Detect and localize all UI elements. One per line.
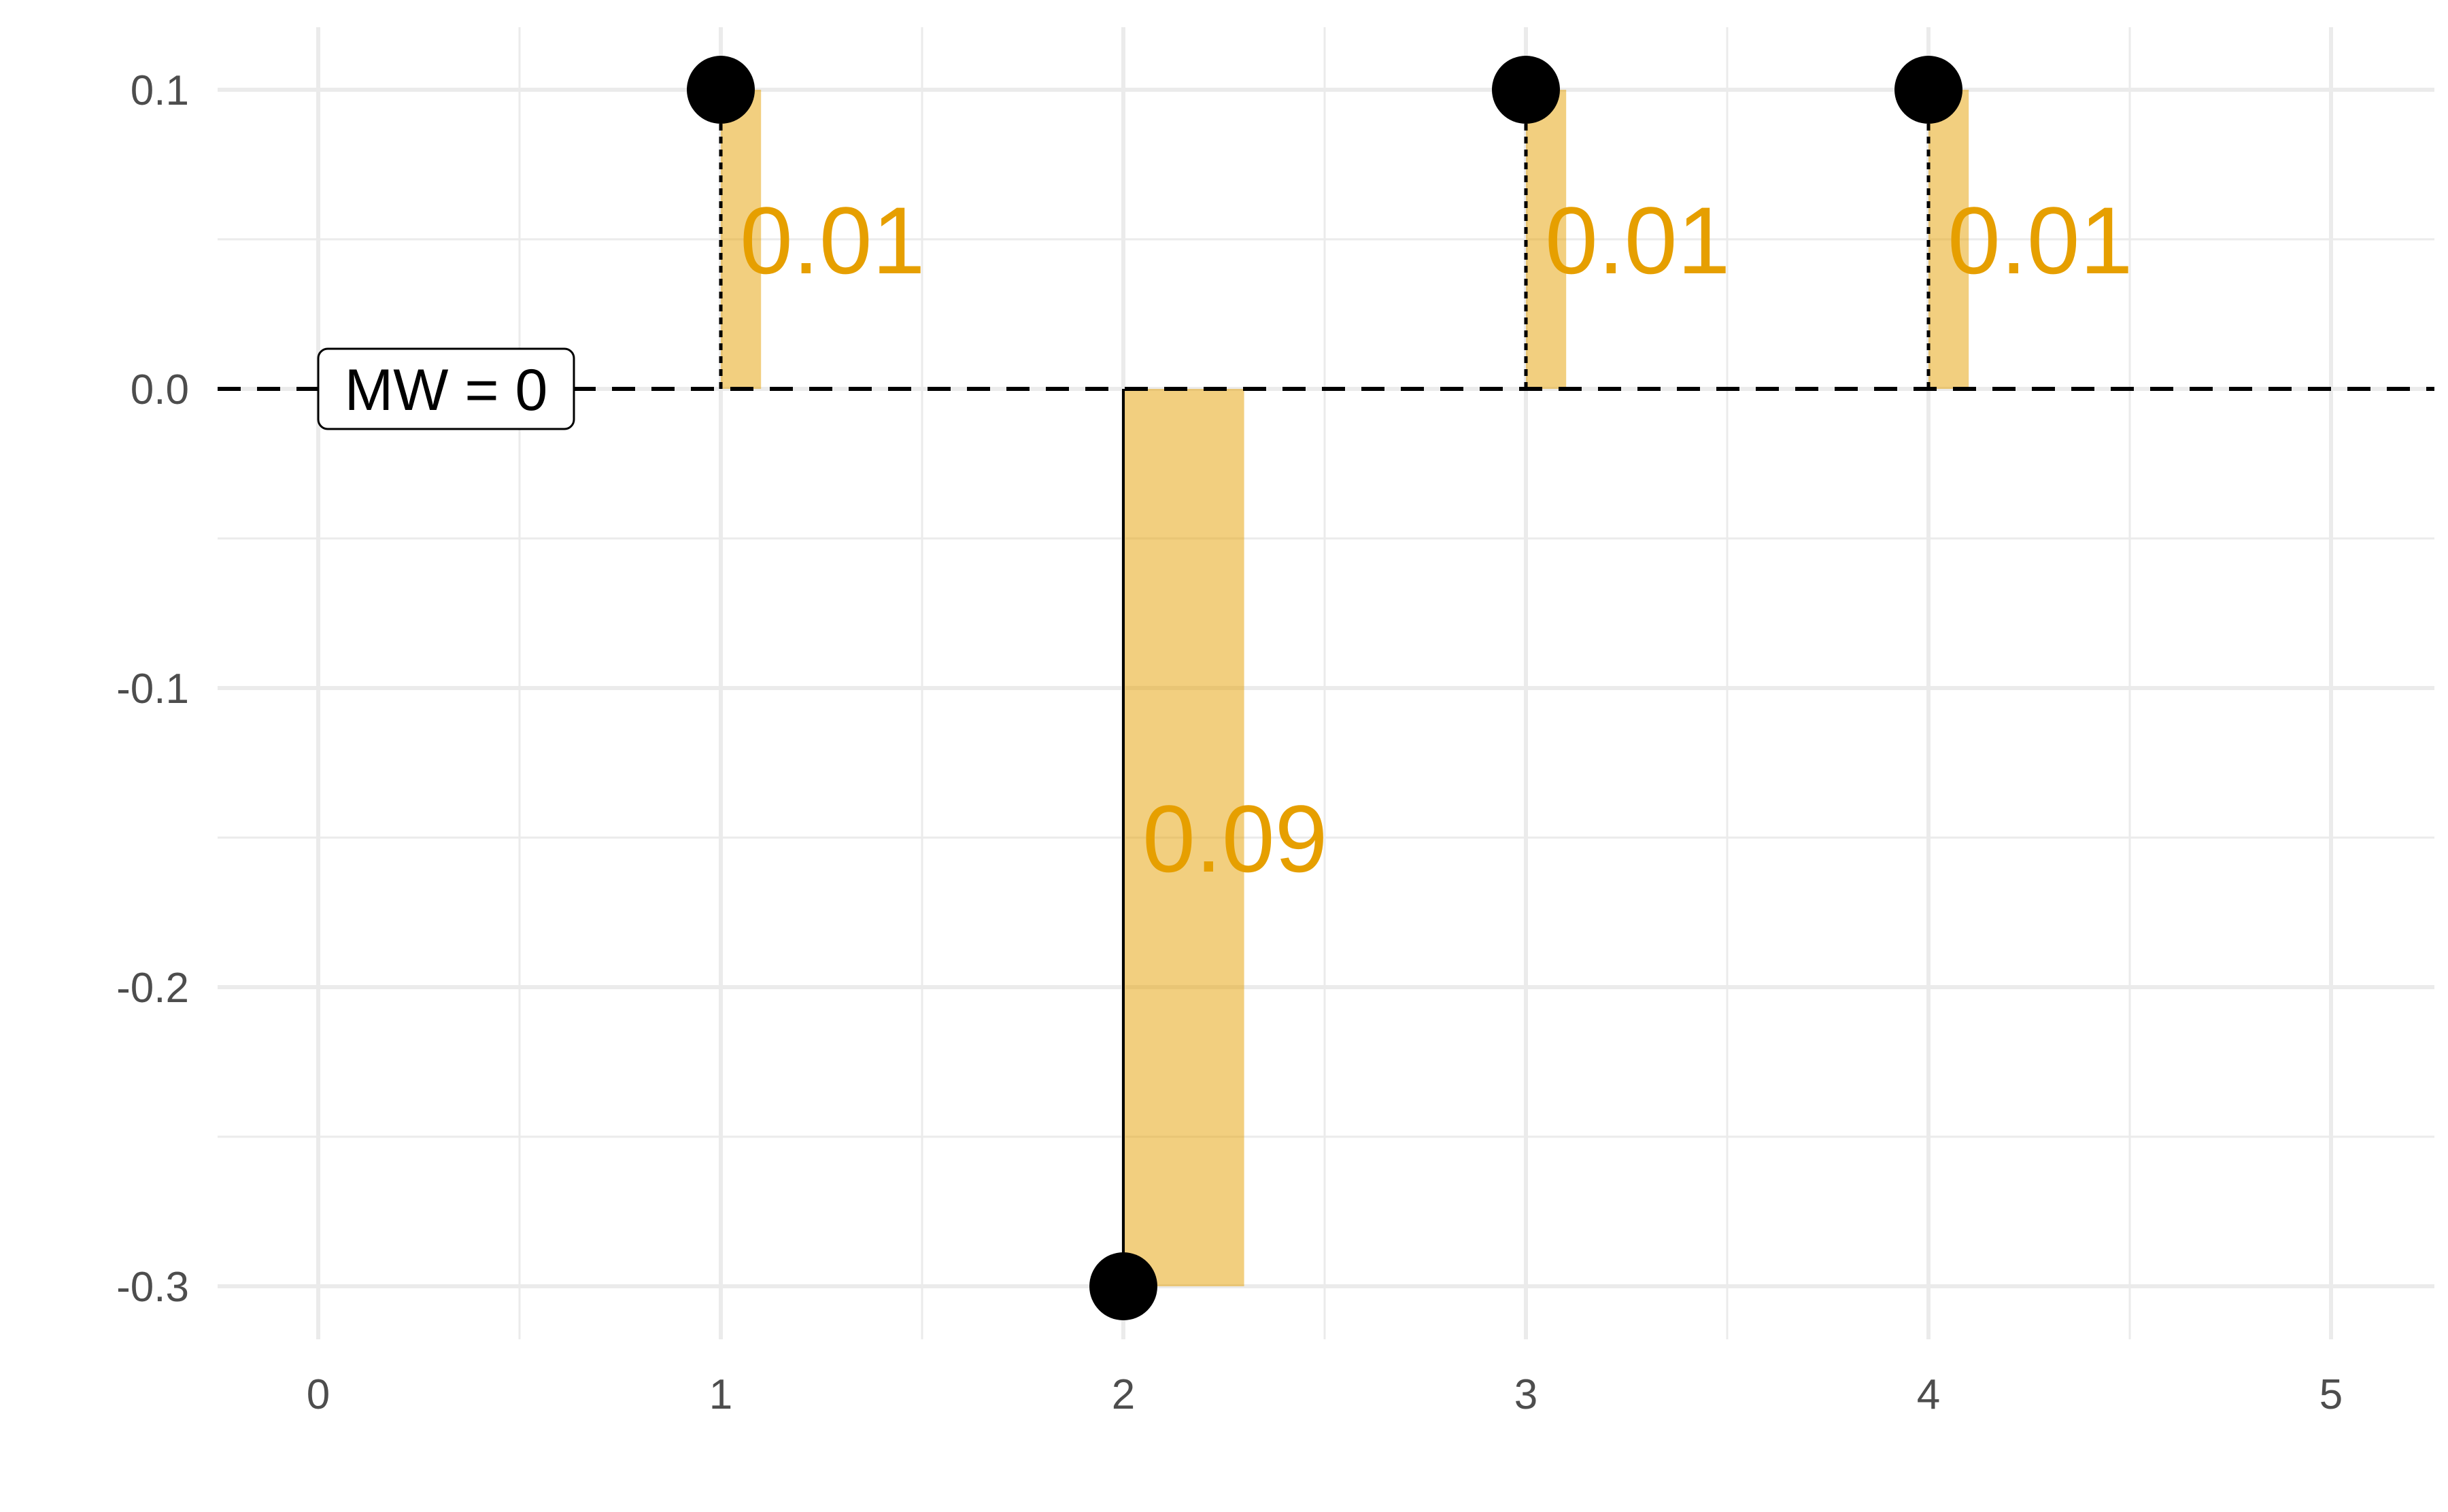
y-tick-label: -0.3: [116, 1264, 189, 1311]
bar: [1928, 90, 1969, 389]
bar-value-label: 0.01: [1948, 187, 2132, 294]
y-tick-label: 0.1: [131, 67, 189, 114]
x-tick-label: 3: [1514, 1371, 1537, 1418]
data-point: [1894, 56, 1962, 124]
y-tick-labels: 0.1 0.0 -0.1 -0.2 -0.3: [116, 67, 189, 1311]
reference-line-label-box: [317, 347, 575, 430]
bar-value-label: 0.01: [1545, 187, 1730, 294]
x-tick-label: 5: [2319, 1371, 2343, 1418]
bar-value-label: 0.09: [1142, 785, 1327, 892]
data-point: [1089, 1252, 1157, 1320]
data-point: [1492, 56, 1560, 124]
segments-layer: [719, 90, 1931, 1286]
bar-labels-layer: 0.01 0.09 0.01 0.01: [740, 187, 2132, 892]
y-tick-label: 0.0: [131, 366, 189, 413]
bar-value-label: 0.01: [740, 187, 925, 294]
y-tick-label: -0.2: [116, 965, 189, 1012]
points-layer: [687, 56, 1962, 1320]
bar: [1123, 389, 1244, 1286]
grid-minor: [218, 27, 2434, 1339]
bar: [721, 90, 762, 389]
x-tick-label: 2: [1112, 1371, 1135, 1418]
ref-label-layer: MW = 0: [317, 347, 575, 430]
x-tick-labels: 0 1 2 3 4 5: [307, 1371, 2343, 1418]
bars-layer: [721, 90, 1969, 1286]
x-tick-label: 0: [307, 1371, 330, 1418]
data-point: [687, 56, 755, 124]
x-tick-label: 1: [709, 1371, 732, 1418]
y-tick-label: -0.1: [116, 666, 189, 712]
x-tick-label: 4: [1917, 1371, 1940, 1418]
bar: [1526, 90, 1567, 389]
reference-line-label: MW = 0: [345, 358, 548, 423]
